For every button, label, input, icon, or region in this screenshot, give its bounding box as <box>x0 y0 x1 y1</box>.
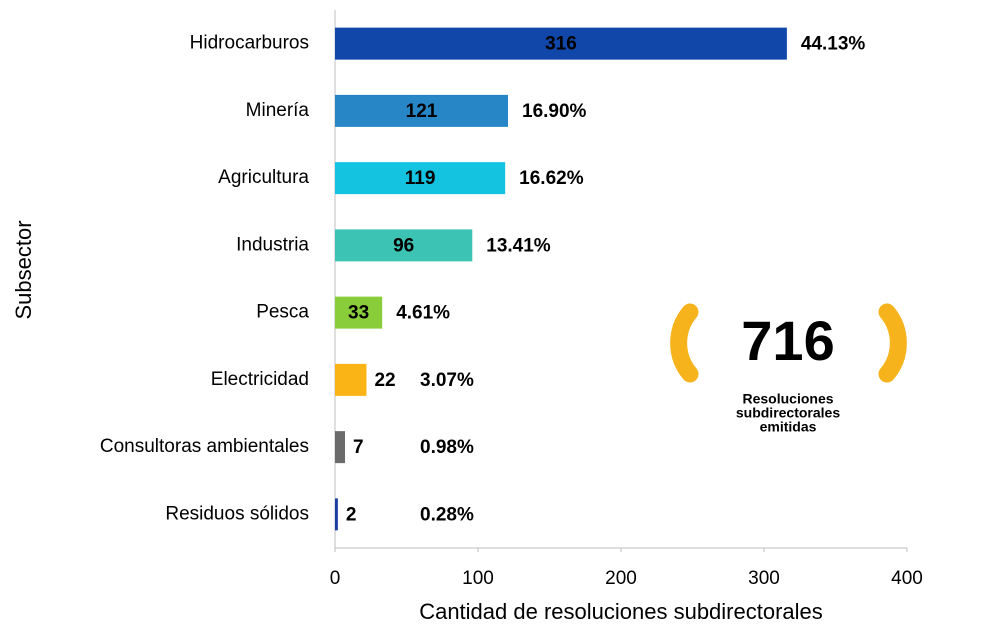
x-tick-label: 400 <box>891 568 923 589</box>
x-tick-label: 300 <box>748 568 780 589</box>
bracket-right <box>878 303 907 383</box>
annotation: 716 <box>670 303 907 383</box>
value-label: 2 <box>346 504 357 525</box>
annotation-text: Resoluciones <box>742 391 833 407</box>
x-tick-label: 200 <box>605 568 637 589</box>
bar <box>335 27 787 60</box>
value-label: 121 <box>406 101 438 122</box>
y-tick-label: Industria <box>236 234 309 255</box>
share-label: 16.90% <box>522 101 587 122</box>
bar <box>335 431 346 464</box>
annotation-total: 716 <box>741 309 834 372</box>
share-label: 3.07% <box>420 370 474 391</box>
x-axis-title: Cantidad de resoluciones subdirectorales <box>419 599 823 624</box>
bar <box>335 498 338 531</box>
y-tick-label: Consultoras ambientales <box>100 436 309 457</box>
annotation-text: subdirectorales <box>736 405 840 421</box>
share-label: 0.28% <box>420 504 474 525</box>
value-label: 96 <box>393 235 414 256</box>
bar <box>335 296 383 329</box>
bracket-left <box>670 303 699 383</box>
x-tick-label: 0 <box>330 568 341 589</box>
bar <box>335 162 506 195</box>
y-tick-label: Pesca <box>256 302 309 323</box>
share-label: 16.62% <box>519 168 584 189</box>
value-label: 7 <box>353 437 364 458</box>
y-tick-label: Hidrocarburos <box>190 33 309 54</box>
value-label: 22 <box>374 370 395 391</box>
value-label: 33 <box>348 303 369 324</box>
share-label: 4.61% <box>396 303 450 324</box>
share-label: 44.13% <box>801 34 866 55</box>
share-label: 13.41% <box>486 235 551 256</box>
bar <box>335 363 367 396</box>
value-label: 119 <box>405 168 436 189</box>
value-label: 316 <box>545 34 577 55</box>
x-tick-label: 100 <box>462 568 494 589</box>
share-label: 0.98% <box>420 437 474 458</box>
bar <box>335 229 473 262</box>
annotation-text: emitidas <box>760 419 817 435</box>
y-tick-label: Minería <box>246 100 310 121</box>
y-tick-label: Electricidad <box>211 369 309 390</box>
y-tick-label: Residuos sólidos <box>165 503 309 524</box>
y-tick-label: Agricultura <box>218 167 309 188</box>
y-axis-title: Subsector <box>11 220 36 319</box>
bar <box>335 94 509 127</box>
